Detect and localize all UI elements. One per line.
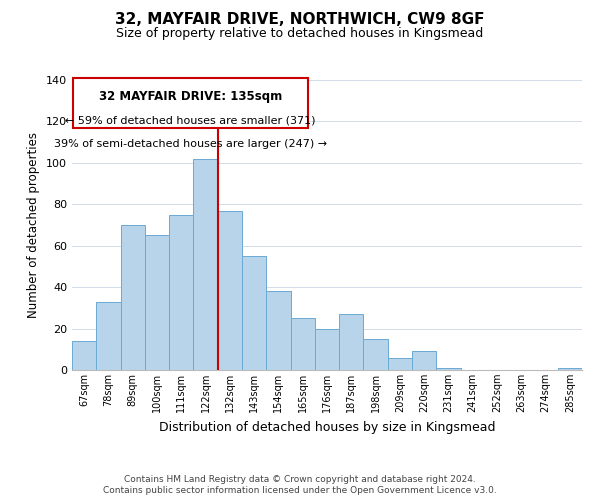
FancyBboxPatch shape [73, 78, 308, 128]
Bar [193, 158, 218, 370]
Bar [339, 314, 364, 370]
Text: Size of property relative to detached houses in Kingsmead: Size of property relative to detached ho… [116, 28, 484, 40]
Bar [72, 341, 96, 370]
Bar [412, 352, 436, 370]
Bar [218, 210, 242, 370]
X-axis label: Distribution of detached houses by size in Kingsmead: Distribution of detached houses by size … [159, 420, 495, 434]
Bar [364, 339, 388, 370]
Bar [315, 328, 339, 370]
Text: 32, MAYFAIR DRIVE, NORTHWICH, CW9 8GF: 32, MAYFAIR DRIVE, NORTHWICH, CW9 8GF [115, 12, 485, 28]
Bar [436, 368, 461, 370]
Bar [388, 358, 412, 370]
Bar [266, 292, 290, 370]
Bar [169, 214, 193, 370]
Bar [121, 225, 145, 370]
Bar [242, 256, 266, 370]
Bar [290, 318, 315, 370]
Text: 39% of semi-detached houses are larger (247) →: 39% of semi-detached houses are larger (… [54, 139, 327, 149]
Text: ← 59% of detached houses are smaller (371): ← 59% of detached houses are smaller (37… [65, 116, 316, 126]
Bar [558, 368, 582, 370]
Bar [96, 302, 121, 370]
Text: Contains HM Land Registry data © Crown copyright and database right 2024.: Contains HM Land Registry data © Crown c… [124, 475, 476, 484]
Text: Contains public sector information licensed under the Open Government Licence v3: Contains public sector information licen… [103, 486, 497, 495]
Bar [145, 236, 169, 370]
Text: 32 MAYFAIR DRIVE: 135sqm: 32 MAYFAIR DRIVE: 135sqm [99, 90, 282, 102]
Y-axis label: Number of detached properties: Number of detached properties [28, 132, 40, 318]
